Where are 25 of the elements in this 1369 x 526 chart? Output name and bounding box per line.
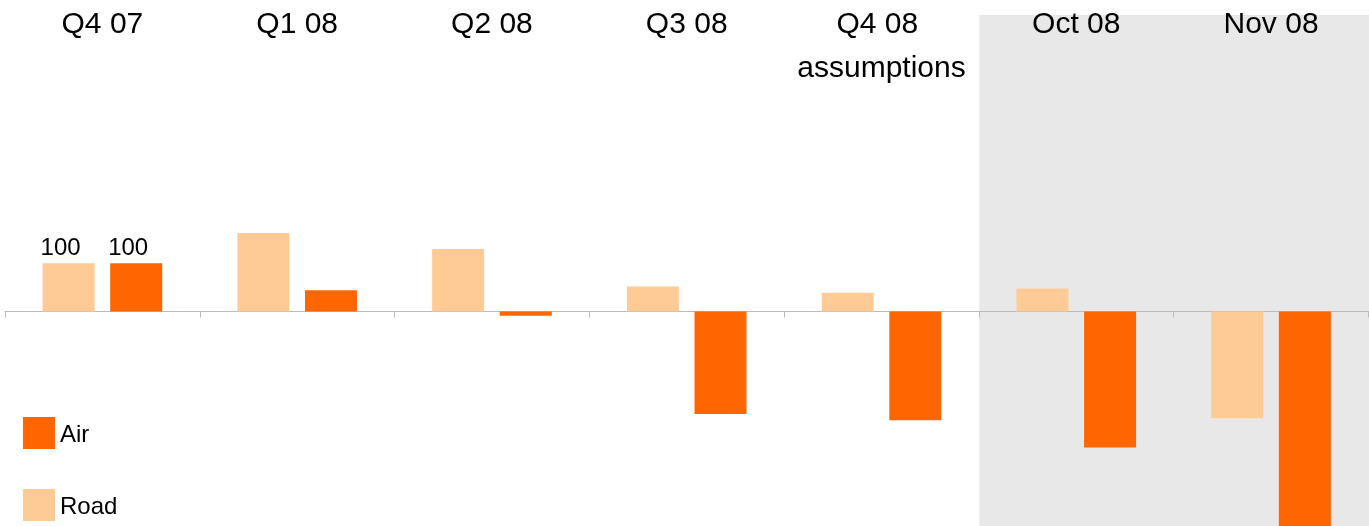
x-tick-label: Q4 07 — [61, 5, 144, 39]
bar — [1016, 288, 1069, 312]
x-tick-label: Q4 08 assumptions — [797, 5, 966, 83]
x-tick-label: Q2 08 — [451, 5, 533, 39]
legend-label: Air — [60, 419, 90, 447]
x-tick-label: Q3 08 — [645, 5, 728, 39]
bar — [42, 263, 95, 312]
bar — [889, 311, 942, 421]
bar — [1211, 311, 1264, 419]
bar — [821, 292, 874, 312]
bar — [694, 311, 747, 414]
legend-label: Road — [60, 491, 118, 519]
data-label: 100 — [108, 232, 149, 260]
x-tick-label: Nov 08 — [1223, 5, 1319, 39]
bar — [432, 248, 485, 312]
bar — [237, 233, 290, 312]
bar — [1278, 311, 1331, 526]
data-label: 100 — [40, 232, 81, 260]
x-tick-label: Q1 08 — [256, 5, 339, 39]
bar — [110, 263, 163, 312]
bar — [304, 290, 357, 312]
bar — [626, 286, 679, 312]
x-tick-label: Oct 08 — [1032, 5, 1121, 39]
bar — [499, 311, 552, 316]
bar — [1084, 311, 1137, 448]
